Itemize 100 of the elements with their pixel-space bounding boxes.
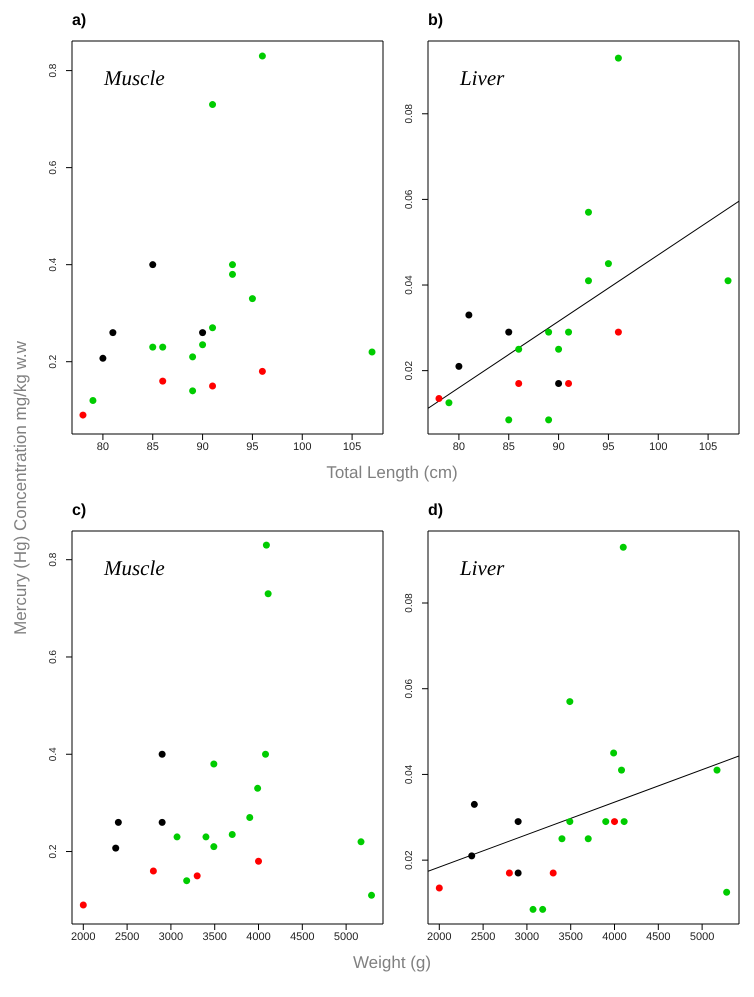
x-tick-label: 2000	[71, 930, 96, 943]
point	[158, 818, 166, 826]
x-tick-label: 4500	[646, 930, 671, 943]
point	[584, 835, 592, 842]
x-tick-label: 3000	[158, 930, 184, 943]
point	[470, 800, 478, 808]
point	[228, 831, 236, 838]
point	[358, 838, 365, 846]
y-tick-label: 0.02	[404, 360, 415, 380]
y-tick-label: 0.08	[404, 104, 415, 124]
y-tick-label: 0.4	[48, 746, 59, 762]
x-tick-label: 3000	[514, 930, 540, 943]
point	[79, 412, 86, 419]
point	[262, 750, 270, 758]
point	[565, 328, 572, 336]
point	[602, 818, 610, 826]
point	[555, 346, 562, 353]
point	[530, 906, 537, 913]
x-tick-label: 90	[196, 440, 209, 453]
point	[368, 892, 376, 899]
x-tick-label: 85	[146, 440, 159, 453]
x-tick-label: 5000	[334, 930, 358, 943]
chart-title: a)	[72, 12, 86, 30]
point	[199, 341, 206, 348]
point	[258, 368, 266, 375]
x-tick-label: 4500	[290, 930, 315, 943]
point	[545, 328, 552, 336]
point	[584, 208, 592, 216]
point	[610, 750, 618, 756]
point	[604, 260, 612, 268]
y-tick-label: 0.8	[48, 63, 59, 78]
point	[189, 353, 196, 360]
point	[202, 833, 210, 840]
x-axis-title: Total Length (cm)	[325, 463, 459, 483]
x-tick-label: 105	[698, 440, 718, 453]
y-tick-label: 0.6	[48, 160, 59, 175]
point	[209, 324, 216, 332]
y-tick-label: 0.6	[48, 650, 59, 664]
x-tick-label: 4000	[246, 930, 271, 943]
point	[514, 818, 522, 826]
point	[566, 818, 574, 826]
point	[445, 399, 452, 406]
y-tick-label: 0.02	[404, 850, 415, 870]
x-tick-label: 80	[452, 440, 466, 453]
point	[611, 818, 618, 826]
point	[89, 397, 96, 404]
point	[158, 750, 166, 758]
point	[194, 872, 201, 880]
point	[99, 354, 106, 362]
point	[368, 348, 376, 356]
point	[515, 380, 522, 387]
point	[228, 261, 236, 268]
point	[614, 54, 622, 62]
x-tick-label: 2500	[114, 930, 140, 943]
x-tick-label: 105	[342, 440, 362, 453]
point	[465, 311, 472, 318]
x-axis-title: Weight (g)	[352, 953, 432, 973]
y-tick-label: 0.06	[404, 678, 415, 698]
point	[545, 416, 552, 424]
point	[258, 52, 266, 60]
point	[455, 362, 462, 370]
point	[109, 329, 116, 336]
point	[435, 394, 442, 402]
annotation: Liver	[460, 66, 504, 91]
point	[614, 328, 622, 336]
annotation: Muscle	[104, 556, 165, 581]
point	[618, 766, 626, 774]
point	[436, 884, 443, 892]
y-tick-label: 0.8	[48, 552, 59, 567]
point	[159, 344, 166, 351]
point	[209, 382, 216, 390]
point	[514, 870, 522, 876]
point	[620, 818, 628, 826]
x-tick-label: 2500	[470, 930, 496, 943]
point	[174, 833, 181, 840]
y-axis-title: Mercury (Hg) Concentration mg/kg w.w	[11, 341, 31, 635]
y-tick-label: 0.04	[404, 274, 415, 295]
point	[555, 380, 562, 387]
point	[114, 818, 122, 826]
point	[264, 590, 272, 598]
point	[723, 888, 730, 896]
x-tick-label: 95	[246, 440, 259, 453]
x-tick-label: 90	[552, 440, 565, 453]
annotation: Muscle	[104, 66, 165, 91]
point	[199, 329, 206, 336]
point	[565, 380, 572, 387]
y-tick-label: 0.04	[404, 764, 415, 784]
chart-title: b)	[428, 12, 444, 30]
point	[620, 544, 627, 551]
x-tick-label: 100	[293, 440, 312, 453]
y-tick-label: 0.08	[404, 592, 415, 613]
point	[262, 542, 270, 549]
point	[150, 867, 157, 874]
point	[468, 852, 476, 860]
point	[183, 877, 190, 884]
point	[209, 101, 216, 108]
point	[248, 295, 256, 302]
point	[558, 835, 566, 842]
point	[159, 378, 166, 385]
point	[255, 858, 262, 865]
